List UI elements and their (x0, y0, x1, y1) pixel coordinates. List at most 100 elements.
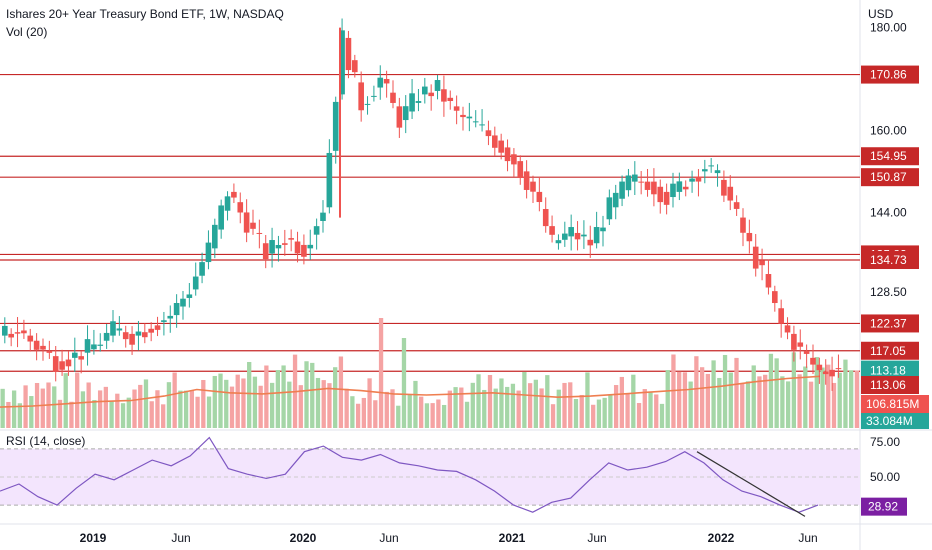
rsi-tick-label: 75.00 (870, 435, 900, 449)
volume-bar (172, 372, 177, 428)
candle-body (358, 82, 364, 111)
candle-body (199, 262, 205, 276)
volume-bar (694, 356, 699, 428)
volume-bar (413, 380, 418, 428)
candle-body (721, 179, 727, 196)
volume-bar (705, 373, 710, 428)
volume-bar (533, 379, 538, 428)
candle-body (485, 130, 492, 137)
volume-bar (132, 389, 137, 428)
volume-bar (338, 356, 344, 428)
volume-bar (218, 373, 223, 428)
candle-body (250, 222, 256, 229)
candle-body (492, 135, 498, 148)
candle-body (27, 335, 34, 342)
volume-bar (206, 396, 212, 428)
candle-body (72, 352, 78, 358)
candle-body (332, 101, 339, 151)
volume-bar (275, 370, 280, 428)
candle-body (441, 89, 447, 102)
candle-body (644, 181, 651, 190)
volume-bar (143, 379, 149, 428)
candle-body (822, 371, 829, 375)
price-tick-label: 128.50 (870, 285, 907, 299)
candle-body (765, 274, 772, 288)
volume-bar (510, 383, 516, 428)
candle-body (498, 140, 504, 153)
volume-bar (224, 379, 229, 428)
volume-bar (854, 370, 860, 428)
candle-body (8, 333, 14, 338)
candle-body (810, 357, 816, 365)
candle-body (682, 186, 689, 190)
candle-body (390, 92, 396, 103)
volume-bar (149, 401, 154, 428)
volume-bar (785, 381, 791, 428)
candle-body (256, 232, 263, 234)
candle-body (218, 205, 224, 230)
volume-bar (189, 390, 194, 428)
volume-bar (550, 404, 556, 428)
volume-bar (201, 379, 206, 428)
candle-body (383, 78, 390, 84)
volume-bar (522, 371, 527, 428)
rsi-label: RSI (14, close) (6, 434, 86, 448)
candle-body (632, 174, 638, 182)
volume-bar (608, 395, 613, 428)
volume-bar (619, 376, 624, 428)
volume-bar (843, 359, 848, 428)
candle-body (663, 191, 670, 205)
candle-body (243, 212, 250, 233)
time-tick-label: Jun (798, 531, 817, 545)
volume-bar (722, 354, 728, 428)
candle-body (364, 103, 371, 105)
volume-bar (717, 377, 722, 428)
volume-bar (699, 367, 705, 428)
candle-body (154, 325, 161, 330)
volume-bar (436, 399, 441, 428)
level-label-box (861, 147, 919, 166)
rsi-current-label: 28.92 (868, 500, 898, 514)
volume-bar (774, 358, 779, 428)
volume-bar (235, 374, 240, 428)
candle-body (173, 302, 180, 316)
volume-bar (642, 389, 647, 428)
volume-bar (763, 374, 768, 428)
volume-bar (52, 386, 57, 428)
candle-body (708, 165, 714, 167)
last-price-label: 113.18 (870, 364, 906, 378)
volume-bar (361, 397, 366, 428)
candle-body (84, 339, 91, 353)
candle-body (339, 30, 345, 95)
volume-bar (0, 388, 5, 428)
candle-body (542, 209, 549, 227)
level-label-box (861, 168, 919, 187)
volume-bar (195, 396, 200, 428)
price-tick-label: 180.00 (870, 21, 907, 35)
candle-body (180, 298, 186, 307)
volume-bar (499, 378, 504, 428)
volume-bar (591, 404, 596, 428)
volume-bar (636, 403, 642, 428)
candle-body (313, 226, 320, 235)
candle-body (574, 232, 581, 240)
volume-bar (430, 403, 435, 428)
candle-body (562, 233, 568, 240)
volume-bar (826, 364, 831, 428)
volume-bar (625, 393, 630, 428)
candle-body (784, 325, 791, 333)
volume-bar (258, 385, 263, 428)
level-label-box (861, 65, 919, 84)
candle-body (161, 320, 167, 322)
candle-body (33, 340, 40, 350)
volume-bar (80, 391, 86, 428)
candle-body (415, 101, 422, 103)
volume-bar (682, 372, 688, 428)
volume-bar (820, 367, 825, 428)
candle-body (479, 124, 485, 126)
title: Ishares 20+ Year Treasury Bond ETF, 1W, … (6, 7, 284, 21)
volume-bar (333, 367, 338, 428)
candle-body (740, 217, 746, 233)
candle-body (320, 212, 326, 221)
